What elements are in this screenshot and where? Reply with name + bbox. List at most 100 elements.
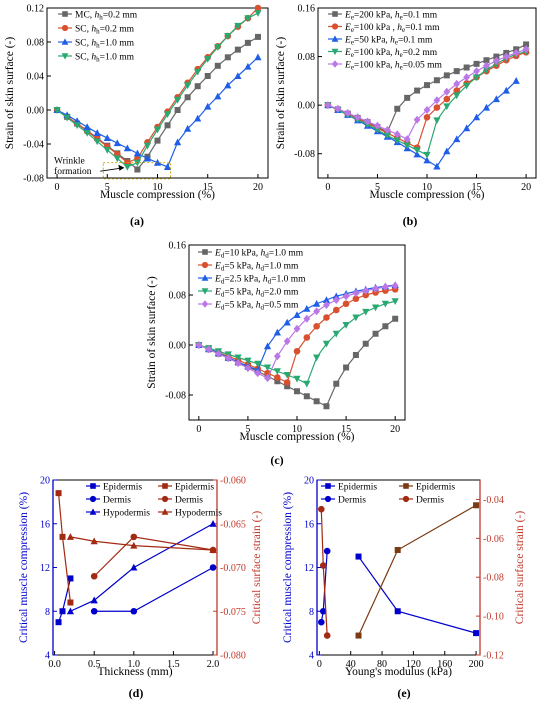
y-tick-label: 0.12 <box>27 4 45 15</box>
y-tick-label: 8 <box>309 607 314 618</box>
chart-panel-b: 0 5 10 15 20 -0.08 0.00 0.08 0.16 Muscle compress… <box>275 4 537 228</box>
legend-label: Epidermis <box>338 483 377 493</box>
y-tick-label: 0.16 <box>298 4 316 15</box>
legend-label: Hypodermis <box>103 509 150 519</box>
data-point <box>61 53 69 60</box>
x-tick-label: 10 <box>292 424 302 435</box>
data-point <box>61 38 69 45</box>
data-point <box>143 142 152 150</box>
data-point <box>254 33 261 40</box>
y2-tick-label: -0.060 <box>220 476 246 487</box>
data-point <box>332 296 340 304</box>
data-point <box>323 301 330 309</box>
data-point <box>55 619 62 626</box>
data-point <box>483 61 490 70</box>
data-point <box>215 349 222 358</box>
y2-tick-label: -0.04 <box>483 495 504 506</box>
data-point <box>453 79 461 88</box>
data-point <box>362 308 370 316</box>
data-point <box>67 599 74 606</box>
annotation-text: formation <box>54 166 92 177</box>
panel-label: (e) <box>397 686 410 700</box>
data-point <box>453 87 461 94</box>
data-point <box>373 127 382 134</box>
data-point <box>332 330 340 338</box>
x-tick-label: 5 <box>375 182 380 193</box>
data-point <box>254 360 262 368</box>
data-point <box>53 107 61 114</box>
data-point <box>123 144 131 152</box>
data-point <box>423 106 431 114</box>
legend-label: Epidermis <box>416 483 455 493</box>
data-point <box>413 115 421 124</box>
y-axis-title: Critical muscle compression (%) <box>18 492 30 643</box>
legend-label: Ee=200 kPa, he=0.1 mm <box>344 11 438 22</box>
series-line <box>70 536 214 551</box>
data-point <box>371 304 380 312</box>
data-point <box>463 64 470 71</box>
data-point <box>404 94 411 101</box>
data-point <box>153 126 162 134</box>
data-point <box>143 154 152 162</box>
data-point <box>283 379 291 386</box>
y2-tick-label: -0.070 <box>220 563 246 574</box>
data-point <box>364 117 371 126</box>
y-tick-label: 0.00 <box>169 341 187 352</box>
data-point <box>234 72 242 79</box>
data-point <box>103 146 111 154</box>
annotation-arrowhead <box>118 164 125 171</box>
data-point <box>423 151 431 159</box>
data-point <box>325 483 331 489</box>
data-point <box>463 124 471 132</box>
data-point <box>443 72 450 79</box>
data-point <box>244 364 252 373</box>
y-axis-title: Critical muscle compression (%) <box>282 492 294 643</box>
data-point <box>323 632 331 639</box>
data-point <box>154 137 161 144</box>
data-point <box>73 122 81 130</box>
data-point <box>214 44 222 51</box>
data-point <box>202 249 208 255</box>
data-point <box>492 95 500 103</box>
data-point <box>283 318 291 326</box>
data-point <box>374 121 381 130</box>
data-point <box>313 307 321 316</box>
series-line <box>358 556 477 634</box>
data-point <box>214 62 221 69</box>
data-point <box>103 134 111 142</box>
x-axis-title: Muscle compression (%) <box>100 189 215 201</box>
y2-axis-title: Critical surface strain (-) <box>514 511 526 625</box>
data-point <box>403 135 411 144</box>
data-point <box>273 328 281 336</box>
data-point <box>342 292 350 301</box>
data-point <box>244 39 251 46</box>
data-point <box>224 354 232 363</box>
y-tick-label: -0.08 <box>165 391 186 402</box>
x-tick-label: 0 <box>317 659 322 670</box>
data-point <box>209 546 217 553</box>
data-point <box>483 57 490 64</box>
data-point <box>482 66 491 74</box>
y-tick-label: 0.00 <box>27 106 45 117</box>
data-point <box>63 114 71 122</box>
data-point <box>90 607 98 615</box>
data-point <box>59 533 66 540</box>
data-point <box>55 490 62 497</box>
x-tick-label: 200 <box>469 659 484 670</box>
data-point <box>273 352 281 361</box>
data-point <box>473 502 480 509</box>
series-line <box>357 504 477 636</box>
legend-label: Ee=50 kPa, he=0.1 mm <box>344 36 433 47</box>
data-point <box>352 314 360 322</box>
data-point <box>93 138 101 146</box>
x-tick-label: 5 <box>105 182 110 193</box>
data-point <box>234 354 242 362</box>
data-point <box>394 105 401 112</box>
legend-label: Ee=100 kPa, he=0.2 mm <box>344 48 438 59</box>
legend-label: Ed=5 kPa, hd=0.5 mm <box>214 301 299 312</box>
data-point <box>209 564 217 571</box>
data-point <box>394 608 401 615</box>
data-point <box>473 67 480 76</box>
data-point <box>402 495 410 503</box>
data-point <box>413 147 421 154</box>
